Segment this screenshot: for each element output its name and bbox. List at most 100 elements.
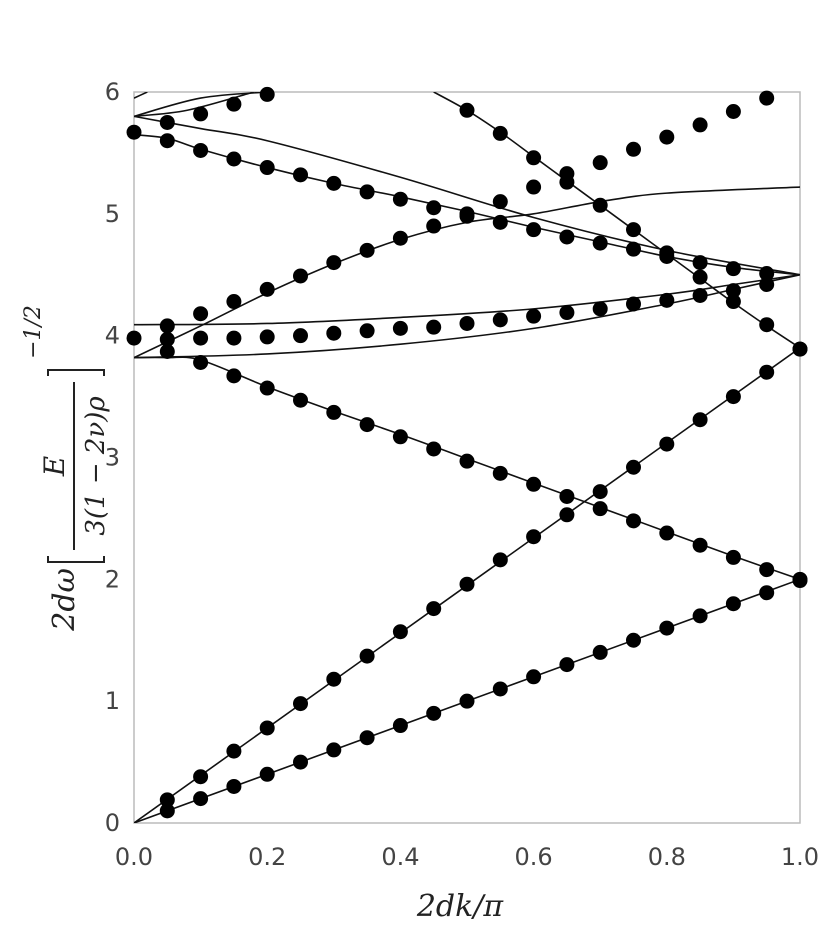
data-point <box>226 778 242 794</box>
data-point <box>526 222 542 238</box>
data-point <box>692 117 708 133</box>
dispersion-curve <box>134 92 255 118</box>
data-point <box>426 200 442 216</box>
data-point <box>725 389 741 405</box>
data-point <box>226 743 242 759</box>
data-point <box>326 175 342 191</box>
data-point <box>459 208 475 224</box>
data-point <box>193 306 209 322</box>
data-point <box>293 696 308 712</box>
data-point <box>659 129 675 145</box>
data-point <box>226 151 242 167</box>
data-point <box>426 218 442 234</box>
data-point <box>293 167 308 183</box>
data-point <box>293 754 308 770</box>
y-axis-label: 2dω E 3(1 − 2ν)ρ −1/2 <box>21 305 111 632</box>
data-point <box>359 242 375 258</box>
data-point <box>326 325 342 341</box>
data-point <box>759 317 775 333</box>
x-tick-label: 0.8 <box>648 843 686 871</box>
data-point <box>359 648 375 664</box>
data-point <box>193 106 209 122</box>
data-point <box>692 412 708 428</box>
data-point <box>492 194 508 210</box>
left-bracket <box>47 556 105 563</box>
x-tick-label: 0.0 <box>115 843 153 871</box>
data-point <box>759 364 775 380</box>
data-point <box>626 141 641 157</box>
data-point <box>326 255 342 271</box>
data-point <box>725 283 741 299</box>
y-tick-label: 2 <box>105 565 120 593</box>
data-point <box>193 769 209 785</box>
data-point <box>293 328 308 344</box>
data-point <box>359 730 375 746</box>
data-point <box>526 308 542 324</box>
data-point <box>259 766 275 782</box>
data-point <box>626 296 641 312</box>
data-point <box>659 620 675 636</box>
y-label-numerator: E <box>38 456 71 477</box>
data-point <box>559 488 575 504</box>
data-point <box>392 624 408 640</box>
data-point <box>526 529 542 545</box>
dispersion-curve <box>134 115 800 276</box>
data-point <box>426 601 442 617</box>
data-point <box>193 142 209 158</box>
data-point <box>592 235 608 251</box>
data-point <box>492 681 508 697</box>
data-point <box>459 315 475 331</box>
data-point <box>592 644 608 660</box>
data-point <box>559 507 575 523</box>
plot-axes <box>133 91 801 824</box>
data-point <box>526 150 542 166</box>
data-point <box>725 549 741 565</box>
data-point <box>725 596 741 612</box>
data-point <box>526 179 542 195</box>
data-point <box>293 392 308 408</box>
data-point <box>226 96 242 112</box>
data-point <box>592 197 608 213</box>
data-point <box>492 465 508 481</box>
data-point <box>759 90 775 106</box>
data-point <box>626 222 641 238</box>
data-point <box>459 693 475 709</box>
data-point <box>293 268 308 284</box>
data-point <box>592 501 608 517</box>
data-point <box>526 669 542 685</box>
data-point <box>659 525 675 541</box>
data-point <box>259 86 275 102</box>
data-point <box>459 102 475 118</box>
data-point <box>159 344 175 360</box>
data-point <box>692 608 708 624</box>
data-point <box>193 330 209 346</box>
data-point <box>792 341 808 357</box>
y-tick-label: 6 <box>105 78 120 106</box>
right-bracket <box>47 369 105 376</box>
data-point <box>692 255 708 271</box>
data-point <box>259 281 275 297</box>
data-point <box>559 657 575 673</box>
data-point <box>226 330 242 346</box>
data-point <box>159 331 175 347</box>
data-point <box>725 103 741 119</box>
data-point <box>692 537 708 553</box>
data-point <box>159 803 175 819</box>
data-point <box>792 573 808 589</box>
data-point <box>592 155 608 171</box>
data-point <box>626 459 641 475</box>
data-point <box>725 294 741 310</box>
data-point <box>126 124 142 140</box>
plot-frame <box>133 91 801 824</box>
data-point <box>392 191 408 207</box>
x-tick-label: 0.6 <box>515 843 553 871</box>
data-point <box>226 294 242 310</box>
data-point <box>126 330 142 346</box>
data-point <box>159 133 175 149</box>
data-markers <box>126 86 808 819</box>
data-point <box>226 368 242 384</box>
data-point <box>692 269 708 285</box>
data-point <box>626 513 641 529</box>
data-point <box>193 354 209 370</box>
data-point <box>759 585 775 601</box>
